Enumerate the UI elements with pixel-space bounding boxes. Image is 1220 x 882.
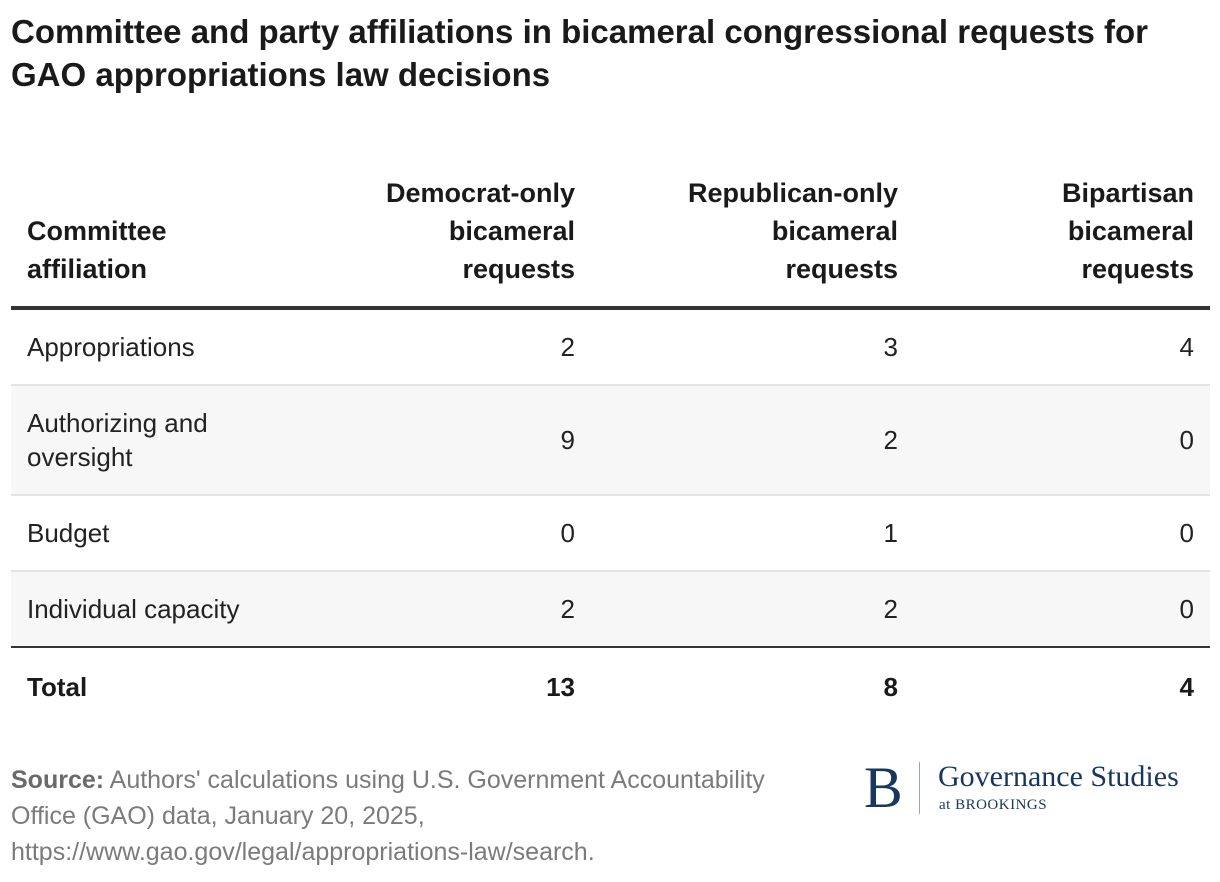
cell-value: 9 <box>261 385 591 496</box>
header-row: Committee affiliation Democrat-only bica… <box>11 170 1210 310</box>
source-text: Authors' calculations using U.S. Governm… <box>11 766 765 866</box>
table-row: Individual capacity 2 2 0 <box>11 571 1210 648</box>
total-value: 13 <box>546 672 575 702</box>
table-body: Appropriations 2 3 4 Authorizing and ove… <box>11 308 1210 648</box>
row-label-line: oversight <box>27 442 133 472</box>
table-header: Committee affiliation Democrat-only bica… <box>11 170 1210 310</box>
cell-value: 4 <box>914 308 1210 386</box>
total-label: Total <box>27 672 88 702</box>
column-header-line: bicameral <box>448 216 575 246</box>
cell-value: 2 <box>261 571 591 648</box>
row-label: Authorizing and oversight <box>11 385 261 496</box>
column-header-line: affiliation <box>27 254 147 284</box>
logo-divider <box>919 762 920 814</box>
column-header-democrat-only: Democrat-only bicameral requests <box>261 170 591 310</box>
column-header-line: bicameral <box>1067 216 1194 246</box>
column-header-republican-only: Republican-only bicameral requests <box>591 170 914 310</box>
cell-value: 1 <box>591 495 914 572</box>
column-header-line: Bipartisan <box>1061 178 1194 208</box>
cell-value: 2 <box>591 385 914 496</box>
cell-value: 0 <box>261 495 591 572</box>
cell-value: 0 <box>914 385 1210 496</box>
logo-letter: B <box>864 755 903 820</box>
cell-value: 0 <box>914 495 1210 572</box>
column-header-line: requests <box>1081 254 1194 284</box>
row-label-line: Individual capacity <box>27 594 240 624</box>
row-label: Appropriations <box>11 308 261 386</box>
table-footer: Total 13 8 4 <box>11 647 1210 726</box>
logo-name: Governance Studies <box>938 760 1179 793</box>
column-header-line: requests <box>462 254 575 284</box>
total-row: Total 13 8 4 <box>11 647 1210 726</box>
cell-value: 2 <box>261 308 591 386</box>
cell-value: 3 <box>591 308 914 386</box>
table-row: Budget 0 1 0 <box>11 495 1210 572</box>
brookings-logo: B Governance Studies at BROOKINGS <box>864 758 1210 818</box>
total-value: 8 <box>883 672 898 702</box>
cell-value: 0 <box>914 571 1210 648</box>
column-header-line: Republican-only <box>687 178 898 208</box>
row-label-line: Authorizing and <box>27 408 208 438</box>
logo-subtitle: at BROOKINGS <box>939 797 1048 813</box>
row-label-line: Budget <box>27 518 110 548</box>
cell-value: 2 <box>591 571 914 648</box>
source-note: Source: Authors' calculations using U.S.… <box>11 762 771 870</box>
row-label: Individual capacity <box>11 571 261 648</box>
column-header-line: bicameral <box>771 216 898 246</box>
source-label: Source: <box>11 766 105 794</box>
table-row: Appropriations 2 3 4 <box>11 308 1210 386</box>
table-row: Authorizing and oversight 9 2 0 <box>11 385 1210 496</box>
column-header-line: Democrat-only <box>385 178 575 208</box>
column-header-bipartisan: Bipartisan bicameral requests <box>914 170 1210 310</box>
row-label-line: Appropriations <box>27 332 195 362</box>
total-value: 4 <box>1179 672 1194 702</box>
data-table: Committee affiliation Democrat-only bica… <box>11 170 1210 726</box>
column-header-committee-affiliation: Committee affiliation <box>11 170 261 310</box>
column-header-line: requests <box>785 254 898 284</box>
row-label: Budget <box>11 495 261 572</box>
chart-title: Committee and party affiliations in bica… <box>11 13 1148 93</box>
column-header-line: Committee <box>27 216 167 246</box>
